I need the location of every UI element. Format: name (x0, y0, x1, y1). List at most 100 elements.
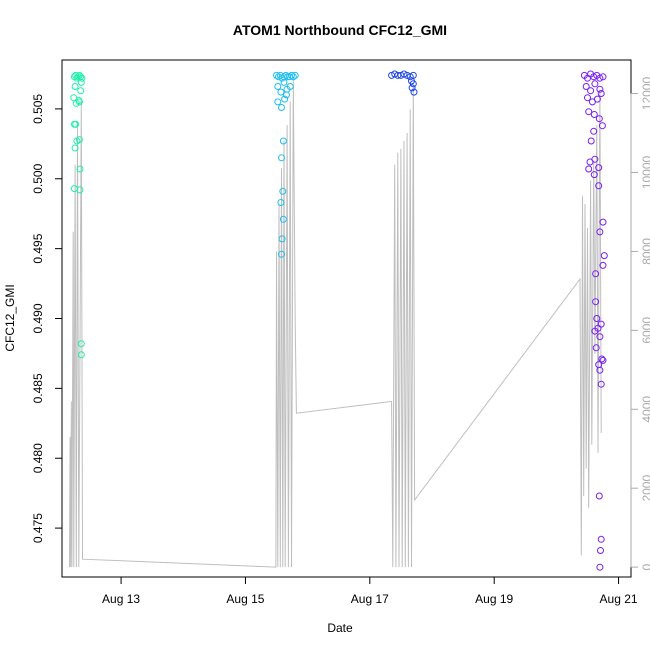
data-point-cluster-4 (598, 122, 606, 130)
x-tick-label: Aug 13 (102, 592, 140, 606)
data-point-cluster-1 (74, 73, 82, 81)
data-point-cluster-4 (597, 380, 605, 388)
y-tick-label: 0.475 (31, 513, 45, 543)
data-point-cluster-4 (595, 492, 603, 500)
data-point-cluster-4 (590, 127, 598, 135)
data-point-cluster-1 (77, 87, 85, 95)
data-point-cluster-4 (597, 90, 605, 97)
data-point-cluster-4 (591, 80, 599, 88)
data-point-cluster-2 (273, 71, 280, 79)
y-tick-label: 0.495 (31, 233, 45, 263)
x-axis-label: Date (327, 621, 353, 635)
data-point-cluster-4 (599, 356, 607, 364)
data-point-cluster-2 (288, 71, 295, 79)
data-point-cluster-4 (590, 171, 598, 179)
chart-title: ATOM1 Northbound CFC12_GMI (233, 22, 447, 38)
y-axis-left: 0.475 0.480 0.485 0.490 0.495 0.500 0.505 (31, 94, 63, 543)
data-point-cluster-3 (408, 84, 416, 92)
y2-tick-label: 10000 (640, 155, 650, 189)
data-point-cluster-2 (278, 250, 285, 258)
x-tick-label: Aug 15 (226, 592, 264, 606)
data-point-cluster-1 (76, 186, 84, 194)
data-point-cluster-2 (279, 137, 287, 145)
data-point-cluster-4 (587, 87, 595, 95)
y2-tick-label: 0 (640, 563, 650, 570)
data-point-cluster-4 (593, 315, 601, 322)
data-point-cluster-4 (596, 228, 604, 236)
y-axis-label: CFC12_GMI (3, 284, 17, 351)
y-tick-label: 0.500 (31, 163, 45, 193)
y2-tick-label: 4000 (640, 396, 650, 423)
data-point-cluster-4 (593, 95, 601, 103)
data-point-cluster-4 (600, 252, 608, 260)
data-point-cluster-3 (409, 80, 417, 88)
data-point-cluster-4 (597, 535, 605, 543)
data-point-cluster-4 (587, 137, 595, 145)
data-point-cluster-4 (596, 333, 604, 341)
plot-area (61, 59, 632, 578)
data-point-cluster-4 (591, 327, 599, 335)
data-point-cluster-2 (278, 104, 285, 111)
altitude-line (69, 77, 602, 568)
data-point-cluster-1 (70, 185, 78, 193)
y2-tick-label: 6000 (640, 317, 650, 344)
data-point-cluster-1 (77, 78, 85, 86)
data-point-cluster-4 (585, 165, 593, 173)
data-point-cluster-1 (77, 351, 85, 359)
data-point-cluster-2 (278, 235, 286, 243)
data-point-cluster-1 (72, 120, 80, 128)
y-axis-right: 0 2000 4000 6000 8000 10000 12000 (630, 77, 650, 570)
data-point-cluster-4 (585, 108, 593, 116)
data-point-cluster-4 (595, 182, 603, 190)
y2-tick-label: 2000 (640, 475, 650, 502)
data-point-cluster-4 (595, 115, 603, 123)
data-point-cluster-4 (596, 366, 604, 374)
data-point-cluster-4 (591, 155, 599, 163)
data-point-cluster-4 (596, 85, 604, 93)
x-tick-label: Aug 17 (351, 592, 389, 606)
data-point-cluster-2 (291, 71, 299, 79)
y2-tick-label: 12000 (640, 77, 650, 111)
data-point-cluster-4 (596, 563, 604, 571)
data-point-cluster-2 (274, 98, 282, 106)
x-tick-label: Aug 21 (600, 592, 638, 606)
data-points-layer (70, 70, 608, 571)
plot-border (61, 59, 632, 578)
data-point-cluster-1 (71, 83, 79, 90)
data-point-cluster-2 (280, 78, 288, 86)
data-point-cluster-2 (278, 154, 285, 162)
data-point-cluster-4 (592, 344, 600, 352)
y-tick-label: 0.505 (31, 94, 45, 124)
data-point-cluster-4 (598, 355, 606, 363)
y-tick-label: 0.480 (31, 443, 45, 473)
data-point-cluster-1 (71, 144, 79, 152)
data-point-cluster-2 (279, 215, 287, 223)
x-axis: Aug 13 Aug 15 Aug 17 Aug 19 Aug 21 (102, 576, 638, 606)
altitude-line-layer (69, 77, 602, 568)
y-tick-label: 0.485 (31, 373, 45, 403)
y-tick-label: 0.490 (31, 303, 45, 333)
data-point-cluster-1 (75, 136, 83, 144)
data-point-cluster-2 (289, 73, 297, 81)
data-point-cluster-4 (599, 261, 607, 269)
data-point-cluster-2 (274, 83, 282, 90)
data-point-cluster-1 (75, 98, 83, 106)
x-tick-label: Aug 19 (475, 592, 513, 606)
data-point-cluster-1 (76, 165, 84, 173)
data-point-cluster-2 (277, 88, 285, 96)
data-point-cluster-2 (279, 187, 287, 195)
data-point-cluster-2 (277, 199, 285, 206)
data-point-cluster-2 (286, 83, 294, 90)
data-point-cluster-4 (590, 111, 598, 118)
data-point-cluster-3 (410, 88, 418, 96)
y2-tick-label: 8000 (640, 238, 650, 265)
data-point-cluster-2 (281, 95, 289, 103)
data-point-cluster-4 (592, 298, 600, 306)
data-point-cluster-4 (595, 164, 603, 172)
data-point-cluster-4 (582, 83, 590, 90)
data-point-cluster-4 (584, 94, 591, 102)
data-point-cluster-1 (78, 74, 86, 82)
data-point-cluster-4 (599, 73, 607, 81)
data-point-cluster-4 (599, 218, 607, 226)
data-point-cluster-2 (283, 91, 290, 99)
